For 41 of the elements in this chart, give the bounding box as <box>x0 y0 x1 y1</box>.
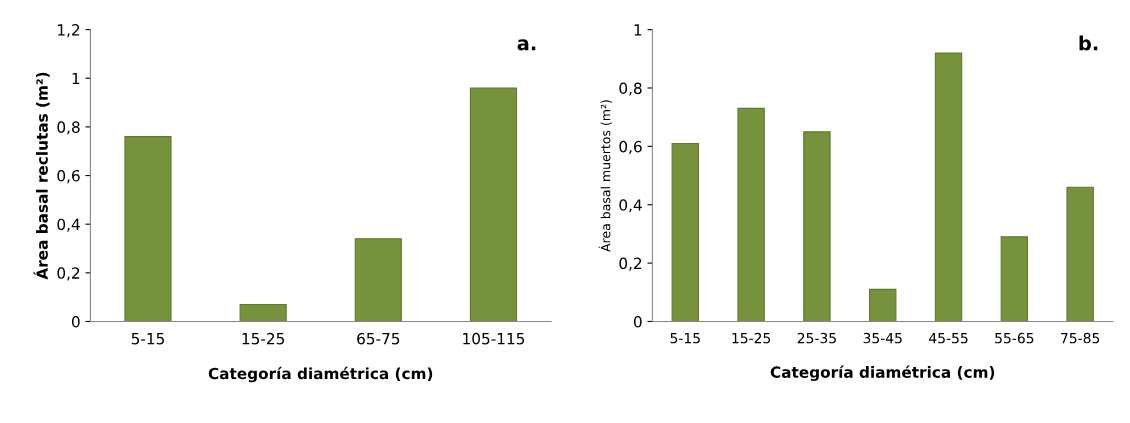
x-tick-label: 25-35 <box>797 332 836 344</box>
bar <box>737 107 765 322</box>
y-axis-title: Área basal muertos (m²) <box>598 100 612 252</box>
y-tick-label: 0,6 <box>57 170 80 184</box>
y-tick-label: 0,8 <box>57 121 80 135</box>
y-tick-label: 1 <box>72 72 80 85</box>
y-tick-label: 0,2 <box>619 257 642 271</box>
x-axis-title: Categoría diamétrica (cm) <box>208 366 433 383</box>
x-tick-label: 5-15 <box>131 333 164 345</box>
x-tick-label: 65-75 <box>357 332 400 345</box>
y-tick-label: 1 <box>634 24 642 36</box>
x-axis-title: Categoría diamétrica (cm) <box>770 365 995 381</box>
y-axis-title: Área basal reclutas (m²) <box>33 72 50 280</box>
x-tick-label: 45-55 <box>929 333 968 344</box>
bar <box>1000 236 1029 322</box>
annotation: a. <box>517 39 536 51</box>
y-tick-label: 0 <box>633 315 642 328</box>
bar <box>1066 186 1094 322</box>
y-tick-label: 0,4 <box>57 218 80 232</box>
x-tick-label: 105-115 <box>463 332 525 345</box>
x-tick-label: 75-85 <box>1061 332 1100 344</box>
x-tick-label: 35-45 <box>863 332 902 344</box>
x-tick-label: 15-25 <box>242 332 285 345</box>
bar <box>671 142 700 322</box>
y-tick-label: 0,8 <box>619 82 642 96</box>
bar <box>354 238 402 322</box>
y-tick-label: 0,2 <box>57 267 80 281</box>
x-tick-label: 55-65 <box>995 332 1034 344</box>
y-tick-label: 0,6 <box>619 140 642 154</box>
y-tick-label: 0,4 <box>619 199 642 213</box>
bar <box>239 303 287 322</box>
x-tick-label: 5-15 <box>670 333 700 344</box>
bar <box>934 52 963 322</box>
y-tick-label: 1,2 <box>58 24 80 38</box>
bar <box>469 87 518 322</box>
bar <box>124 136 172 322</box>
x-tick-label: 15-25 <box>732 332 771 344</box>
annotation: b. <box>1079 35 1098 51</box>
y-tick-label: 0 <box>71 315 80 328</box>
bar <box>869 288 897 322</box>
bar <box>803 131 831 322</box>
